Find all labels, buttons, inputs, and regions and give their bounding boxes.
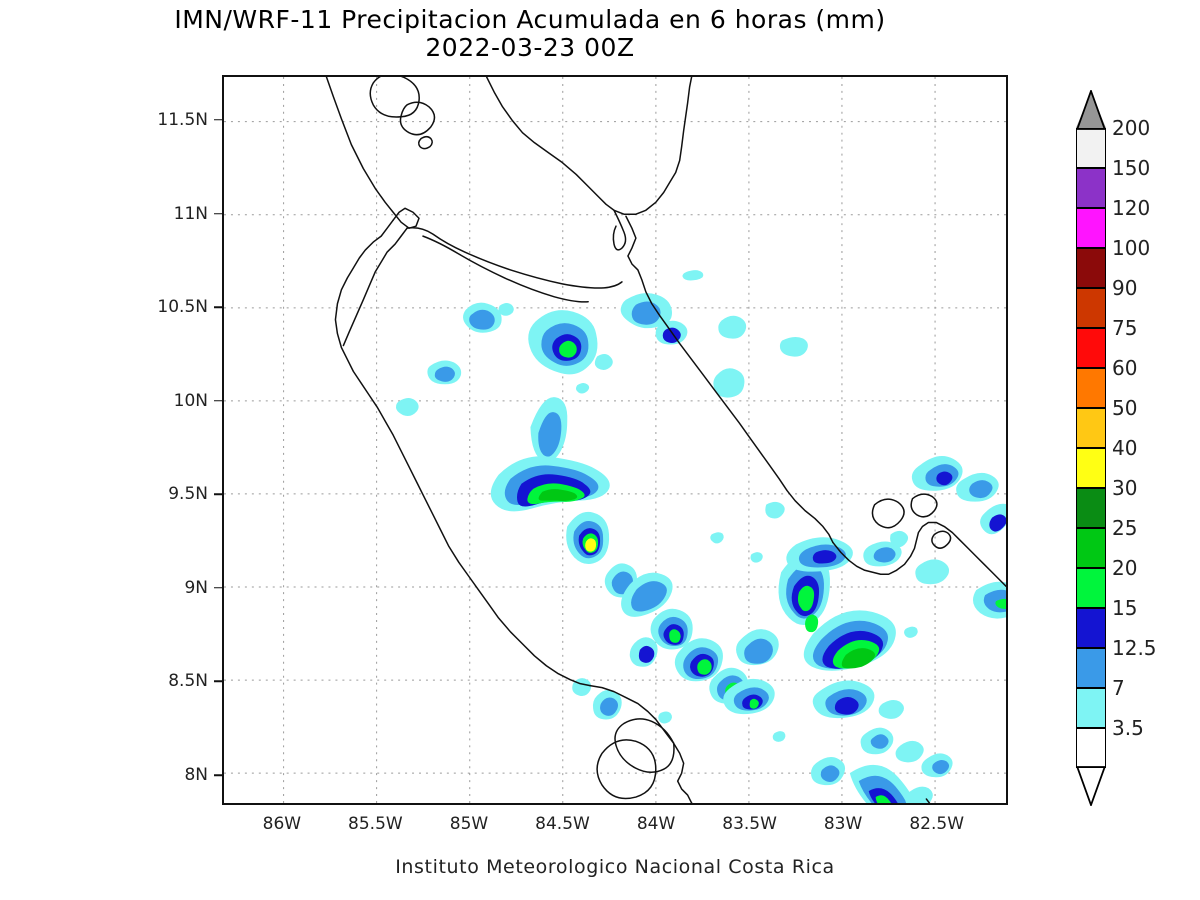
colorbar-band-3.5-7 [1076,728,1106,768]
colorbar-label-60: 60 [1112,356,1138,380]
colorbar: 200 150 120 100 90 75 60 50 40 30 25 20 … [1076,90,1157,806]
x-tick-label-1: 85.5W [348,814,403,834]
colorbar-band-12.5-15 [1076,648,1106,688]
precip-cluster-south-pacific [723,678,953,803]
colorbar-band-50-60 [1076,408,1106,448]
colorbar-label-120: 120 [1112,196,1151,220]
x-tick-label-4: 84W [636,814,676,834]
x-tick-label-7: 82.5W [909,814,965,834]
colorbar-label-90: 90 [1112,276,1138,300]
colorbar-band-40-50 [1076,448,1106,488]
colorbar-band-200plus [1076,128,1106,168]
y-tick-label-2: 10.5N [157,297,208,318]
colorbar-band-60-75 [1076,368,1106,408]
colorbar-band-25-30 [1076,528,1106,568]
y-tick-mark-5 [214,587,223,589]
colorbar-label-30: 30 [1112,476,1138,500]
colorbar-band-150-200 [1076,168,1106,208]
map-plot-area [222,75,1008,805]
precipitation-field [396,270,1006,803]
colorbar-band-100-120 [1076,248,1106,288]
chart-title-line2: 2022-03-23 00Z [425,33,635,62]
colorbar-label-50: 50 [1112,396,1138,420]
y-tick-label-5: 9N [184,577,208,598]
map-canvas [224,77,1006,803]
y-tick-mark-2 [214,306,223,308]
x-tick-label-6: 83W [823,814,863,834]
footer-attribution: Instituto Meteorologico Nacional Costa R… [395,856,835,878]
y-tick-mark-3 [214,399,223,402]
colorbar-over-arrow [1076,92,1106,128]
x-tick-label-5: 83.5W [722,814,777,834]
colorbar-under-arrow-outline [1076,766,1106,806]
colorbar-band-20-25 [1076,568,1106,608]
y-tick-mark-4 [214,493,223,495]
x-tick-label-3: 84.5W [535,814,590,834]
y-tick-label-6: 8.5N [168,671,208,692]
colorbar-band-30-40 [1076,488,1106,528]
colorbar-band-120-150 [1076,208,1106,248]
y-tick-mark-1 [214,212,223,215]
colorbar-label-40: 40 [1112,436,1138,460]
colorbar-label-15: 15 [1112,596,1138,620]
colorbar-over-arrow-outline [1076,90,1106,130]
y-tick-label-4: 9.5N [168,484,208,505]
y-tick-label-7: 8N [184,765,208,785]
colorbar-label-150: 150 [1112,156,1151,180]
colorbar-label-200: 200 [1112,116,1151,140]
x-tick-label-2: 85W [449,814,489,834]
chart-title-block: IMN/WRF-11 Precipitacion Acumulada en 6 … [0,6,1060,62]
y-axis: 11.5N 11N 10.5N 10N 9.5N 9N 8.5N 8N [0,0,223,900]
colorbar-band-90-100 [1076,288,1106,328]
colorbar-band-15-20 [1076,608,1106,648]
colorbar-under-arrow [1076,768,1106,804]
coastline-borders [325,77,1006,803]
y-tick-label-3: 10N [173,390,208,411]
precip-specks [575,270,918,742]
precip-cluster-north [396,293,808,417]
colorbar-label-12.5: 12.5 [1112,636,1157,660]
y-tick-label-1: 11N [173,203,208,224]
precip-cluster-far-east [765,456,1006,619]
colorbar-label-20: 20 [1112,556,1138,580]
chart-title-line1: IMN/WRF-11 Precipitacion Acumulada en 6 … [174,5,886,34]
x-tick-label-0: 86W [262,814,302,834]
y-tick-mark-7 [214,774,223,776]
colorbar-band-7-12.5 [1076,688,1106,728]
colorbar-label-25: 25 [1112,516,1138,540]
y-tick-mark-6 [214,680,223,683]
colorbar-label-7: 7 [1112,676,1125,700]
colorbar-label-3.5: 3.5 [1112,716,1144,740]
colorbar-label-75: 75 [1112,316,1138,340]
colorbar-band-75-90 [1076,328,1106,368]
y-tick-mark-0 [214,119,223,121]
colorbar-bands [1076,128,1106,768]
y-tick-label-0: 11.5N [157,109,208,130]
precip-cluster-central-west [490,397,610,565]
colorbar-label-100: 100 [1112,236,1151,260]
